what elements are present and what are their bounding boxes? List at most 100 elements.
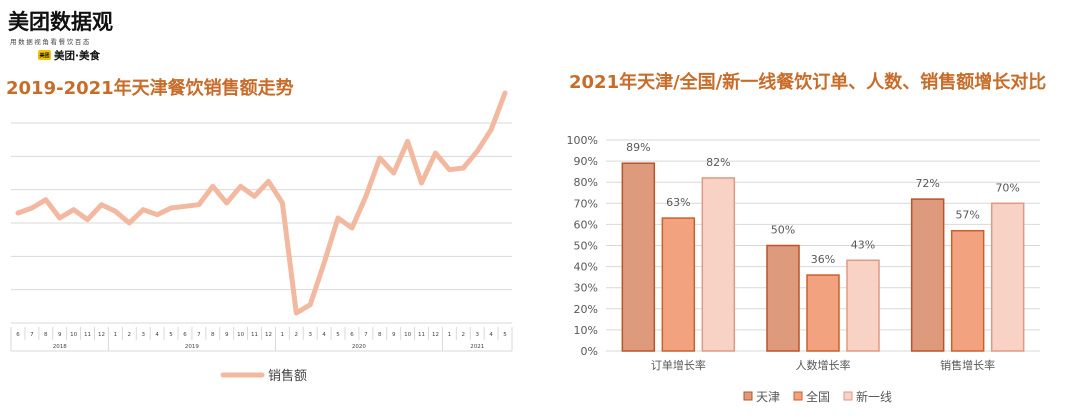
bar-firsttier xyxy=(701,177,736,352)
sales-line xyxy=(15,90,508,316)
y-tick-label: 30% xyxy=(574,282,598,295)
legend-label-firsttier: 新一线 xyxy=(856,389,892,404)
year-label: 2021 xyxy=(470,344,484,350)
x-tick-label: 1 xyxy=(448,332,452,338)
data-point xyxy=(476,150,478,152)
data-point xyxy=(490,129,492,131)
x-tick-label: 5 xyxy=(336,332,340,338)
bar-chart-title: 2021年天津/全国/新一线餐饮订单、人数、销售额增长对比 xyxy=(569,72,1047,93)
bar-national xyxy=(950,229,985,352)
data-point xyxy=(240,185,242,187)
data-point xyxy=(184,205,186,207)
data-point xyxy=(128,222,130,224)
data-point xyxy=(462,167,464,169)
x-tick-label: 2 xyxy=(295,332,299,338)
y-tick-label: 0% xyxy=(581,345,598,358)
line-chart: 6 7 8 9 10 11 12 1 2 3 4 5 6 7 8 9 10 11 12 1 2 3 4 5 6 7 8 9 10 11 12… xyxy=(10,90,513,384)
x-tick-label: 9 xyxy=(225,332,229,338)
x-tick-label: 11 xyxy=(84,332,91,338)
y-tick-label: 20% xyxy=(574,303,598,316)
x-tick-label: 3 xyxy=(475,332,479,338)
data-point xyxy=(73,209,75,211)
data-point xyxy=(365,195,367,197)
x-tick-label: 2 xyxy=(128,332,132,338)
legend-label-sales: 销售额 xyxy=(268,368,307,384)
legend-swatch-national xyxy=(793,391,803,401)
year-label: 2019 xyxy=(185,344,199,350)
bar-tianjin xyxy=(766,244,800,352)
x-tick-label: 6 xyxy=(183,332,187,338)
x-tick-label: 8 xyxy=(44,332,48,338)
data-label: 57% xyxy=(955,209,979,222)
bar-tianjin xyxy=(621,162,656,352)
data-point xyxy=(17,212,19,214)
x-category-label: 订单增长率 xyxy=(651,358,706,372)
data-point xyxy=(421,182,423,184)
x-tick-label: 7 xyxy=(30,332,34,338)
y-tick-label: 80% xyxy=(574,176,598,189)
y-tick-label: 10% xyxy=(574,324,598,337)
data-point xyxy=(267,180,269,182)
x-tick-label: 12 xyxy=(98,332,105,338)
line-chart-title: 2019-2021年天津餐饮销售额走势 xyxy=(6,78,294,99)
data-label: 89% xyxy=(626,141,650,154)
bar-firsttier xyxy=(846,259,880,352)
legend-label-national: 全国 xyxy=(806,389,830,404)
data-label: 43% xyxy=(851,238,875,251)
logo-brand: 美团·美食 xyxy=(54,49,100,62)
x-tick-label: 7 xyxy=(197,332,201,338)
data-label: 82% xyxy=(706,156,730,169)
data-point xyxy=(254,195,256,197)
x-tick-label: 1 xyxy=(281,332,285,338)
data-point xyxy=(170,207,172,209)
data-point xyxy=(281,202,283,204)
y-tick-label: 50% xyxy=(574,240,598,253)
data-label: 63% xyxy=(666,196,690,209)
year-label: 2018 xyxy=(53,344,67,350)
x-tick-label: 12 xyxy=(432,332,439,338)
x-tick-label: 7 xyxy=(364,332,368,338)
x-tick-label: 10 xyxy=(237,332,244,338)
x-tick-label: 10 xyxy=(70,332,77,338)
data-point xyxy=(393,172,395,174)
data-point xyxy=(114,210,116,212)
x-tick-label: 5 xyxy=(169,332,173,338)
data-point xyxy=(142,209,144,211)
x-tick-label: 5 xyxy=(503,332,507,338)
bar-firsttier xyxy=(990,202,1025,352)
data-point xyxy=(379,157,381,159)
x-tick-label: 1 xyxy=(114,332,118,338)
year-label: 2020 xyxy=(352,344,366,350)
bar-tianjin xyxy=(910,198,945,352)
logo-brand-row: 美团 美团·美食 xyxy=(38,48,100,62)
data-point xyxy=(309,304,311,306)
x-tick-label: 6 xyxy=(350,332,354,338)
x-tick-label: 9 xyxy=(392,332,396,338)
x-tick-label: 11 xyxy=(418,332,425,338)
y-tick-label: 40% xyxy=(574,261,598,274)
x-tick-label: 4 xyxy=(489,332,493,338)
logo-subtitle: 用数据视角看餐饮百态 xyxy=(10,38,91,46)
data-point xyxy=(31,207,33,209)
data-point xyxy=(59,217,61,219)
meituan-logo: 美团数据观 用数据视角看餐饮百态 美团 美团·美食 xyxy=(8,6,138,62)
x-tick-label: 11 xyxy=(251,332,258,338)
data-point xyxy=(407,140,409,142)
data-point xyxy=(212,185,214,187)
data-point xyxy=(351,227,353,229)
data-label: 70% xyxy=(995,181,1019,194)
bar-national xyxy=(661,217,696,352)
legend-swatch-firsttier xyxy=(843,391,853,401)
data-point xyxy=(100,204,102,206)
x-tick-label: 3 xyxy=(141,332,145,338)
data-point xyxy=(434,152,436,154)
data-label: 72% xyxy=(915,177,939,190)
x-tick-label: 9 xyxy=(58,332,62,338)
x-tick-label: 12 xyxy=(265,332,272,338)
data-point xyxy=(198,204,200,206)
x-tick-label: 6 xyxy=(16,332,20,338)
bar-national xyxy=(806,274,840,352)
data-point xyxy=(504,92,506,94)
data-label: 50% xyxy=(771,224,795,237)
